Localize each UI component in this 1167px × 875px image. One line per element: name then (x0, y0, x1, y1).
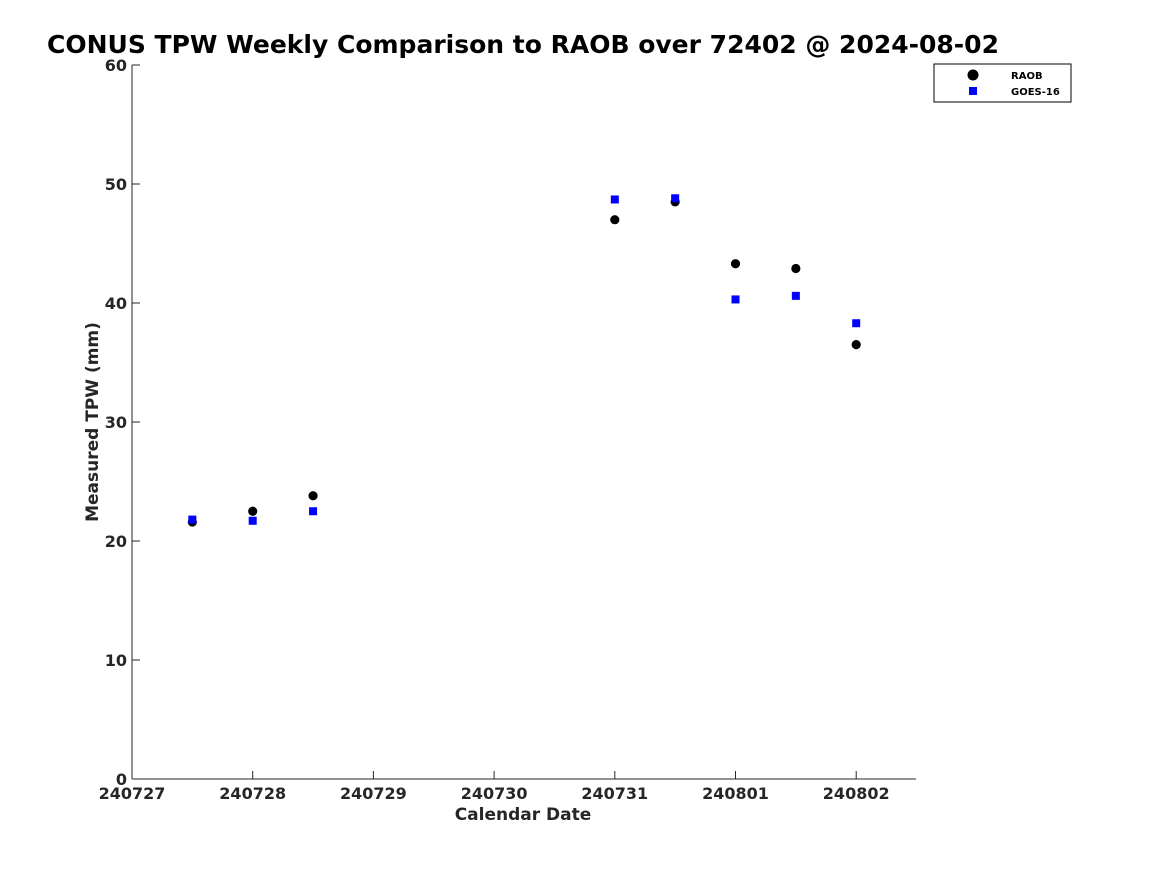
x-tick-label: 240730 (461, 784, 528, 803)
y-tick-label: 40 (105, 294, 127, 313)
y-tick-label: 10 (105, 651, 127, 670)
x-tick-label: 240729 (340, 784, 407, 803)
y-axis-label: Measured TPW (mm) (83, 322, 103, 522)
goes16-point (731, 295, 740, 304)
x-tick-label: 240801 (702, 784, 769, 803)
legend-marker-raob (967, 69, 979, 81)
goes16-point (309, 507, 318, 516)
y-tick-label: 50 (105, 175, 127, 194)
goes16-point (610, 195, 619, 204)
x-tick-label: 240728 (219, 784, 286, 803)
goes16-point (248, 516, 257, 525)
y-tick-label: 0 (116, 770, 127, 789)
raob-point (248, 506, 258, 516)
data-marks (187, 194, 861, 527)
x-tick-label: 240731 (581, 784, 648, 803)
raob-point (791, 263, 801, 274)
legend-label: GOES-16 (1011, 87, 1060, 98)
plot-axes: 0 10 20 30 40 50 60 240727 240728 240729 240730 240… (99, 56, 916, 803)
raob-point (308, 491, 318, 501)
y-tick-label: 20 (105, 532, 127, 551)
x-tick-label: 240802 (823, 784, 890, 803)
legend-box (933, 63, 1072, 103)
goes16-point (852, 319, 861, 328)
legend-marker-goes16 (969, 87, 977, 95)
goes16-point (671, 194, 680, 203)
legend-label: RAOB (1011, 71, 1043, 82)
chart-legend: RAOB GOES-16 (933, 63, 1072, 103)
goes16-point (188, 515, 197, 524)
raob-point (851, 340, 861, 350)
chart-title: CONUS TPW Weekly Comparison to RAOB over… (47, 30, 999, 59)
y-tick-label: 60 (105, 56, 127, 75)
raob-point (610, 215, 620, 225)
goes16-point (791, 291, 800, 300)
x-axis-label: Calendar Date (455, 805, 592, 825)
raob-point (730, 259, 741, 269)
x-tick-label: 240727 (99, 784, 166, 803)
y-tick-label: 30 (105, 413, 127, 432)
